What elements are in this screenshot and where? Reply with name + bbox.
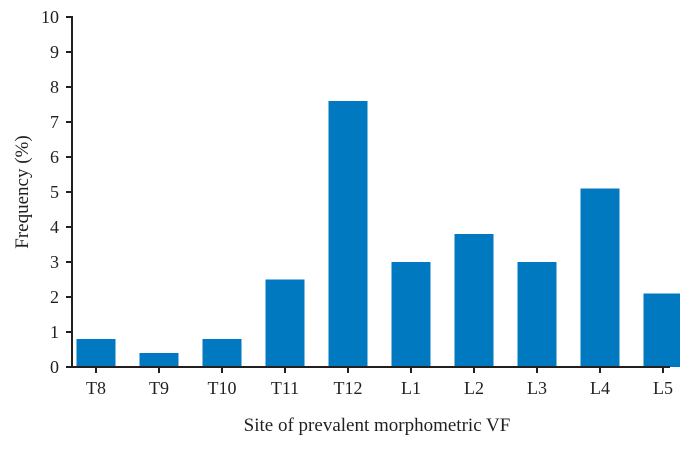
y-tick-label: 1 bbox=[50, 322, 59, 342]
x-tick-label-t11: T11 bbox=[271, 378, 299, 398]
bar-t8 bbox=[76, 339, 116, 367]
y-tick-label: 4 bbox=[50, 217, 59, 237]
x-tick-label-l3: L3 bbox=[527, 378, 547, 398]
bar-t11 bbox=[265, 279, 305, 367]
x-tick-label-t9: T9 bbox=[149, 378, 169, 398]
bar-l2 bbox=[454, 234, 494, 367]
x-tick-label-t10: T10 bbox=[208, 378, 237, 398]
bar-t10 bbox=[202, 339, 242, 367]
y-tick-label: 9 bbox=[50, 42, 59, 62]
x-tick-label-l2: L2 bbox=[464, 378, 484, 398]
y-tick-label: 10 bbox=[41, 7, 59, 27]
y-tick-label: 8 bbox=[50, 77, 59, 97]
x-tick-label-l5: L5 bbox=[653, 378, 673, 398]
bar-l1 bbox=[391, 262, 431, 367]
x-axis: T8 T9 T10 T11 T12 L1 L2 L3 L4 L5 bbox=[71, 366, 673, 398]
bar-t12 bbox=[328, 101, 368, 367]
y-axis: 0 1 2 3 4 5 6 7 8 9 10 bbox=[41, 7, 73, 377]
bar-l5 bbox=[643, 293, 680, 367]
bar-t9 bbox=[139, 353, 179, 367]
y-tick-label: 3 bbox=[50, 252, 59, 272]
x-tick-label-l4: L4 bbox=[590, 378, 610, 398]
y-axis-title: Frequency (%) bbox=[12, 135, 33, 248]
x-axis-title: Site of prevalent morphometric VF bbox=[244, 415, 511, 436]
bar-l4 bbox=[580, 188, 620, 367]
x-tick-label-t8: T8 bbox=[86, 378, 106, 398]
x-tick-label-t12: T12 bbox=[334, 378, 363, 398]
y-tick-label: 5 bbox=[50, 182, 59, 202]
x-tick-label-l1: L1 bbox=[401, 378, 421, 398]
y-tick-label: 7 bbox=[50, 112, 59, 132]
y-tick-label: 0 bbox=[50, 357, 59, 377]
y-tick-label: 2 bbox=[50, 287, 59, 307]
bar-l3 bbox=[517, 262, 557, 367]
bars-group bbox=[76, 101, 680, 367]
y-tick-label: 6 bbox=[50, 147, 59, 167]
